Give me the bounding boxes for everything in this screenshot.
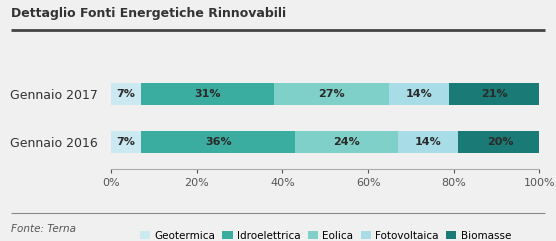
Text: 20%: 20% — [488, 137, 514, 147]
Bar — [141, 131, 295, 153]
Text: 24%: 24% — [333, 137, 360, 147]
Bar — [398, 131, 458, 153]
Bar — [295, 131, 398, 153]
Text: 14%: 14% — [415, 137, 441, 147]
Text: 36%: 36% — [205, 137, 231, 147]
Text: 21%: 21% — [481, 89, 508, 99]
Text: 14%: 14% — [406, 89, 433, 99]
Bar — [458, 131, 544, 153]
Text: 31%: 31% — [194, 89, 221, 99]
Bar — [111, 83, 141, 105]
Bar — [449, 83, 539, 105]
Text: Dettaglio Fonti Energetiche Rinnovabili: Dettaglio Fonti Energetiche Rinnovabili — [11, 7, 286, 20]
Text: 7%: 7% — [117, 89, 136, 99]
Text: 7%: 7% — [117, 137, 136, 147]
Bar — [389, 83, 449, 105]
Text: 27%: 27% — [319, 89, 345, 99]
Bar — [141, 83, 274, 105]
Bar — [111, 131, 141, 153]
Legend: Geotermica, Idroelettrica, Eolica, Fotovoltaica, Biomasse: Geotermica, Idroelettrica, Eolica, Fotov… — [135, 227, 515, 241]
Text: Fonte: Terna: Fonte: Terna — [11, 224, 76, 234]
Bar — [274, 83, 389, 105]
